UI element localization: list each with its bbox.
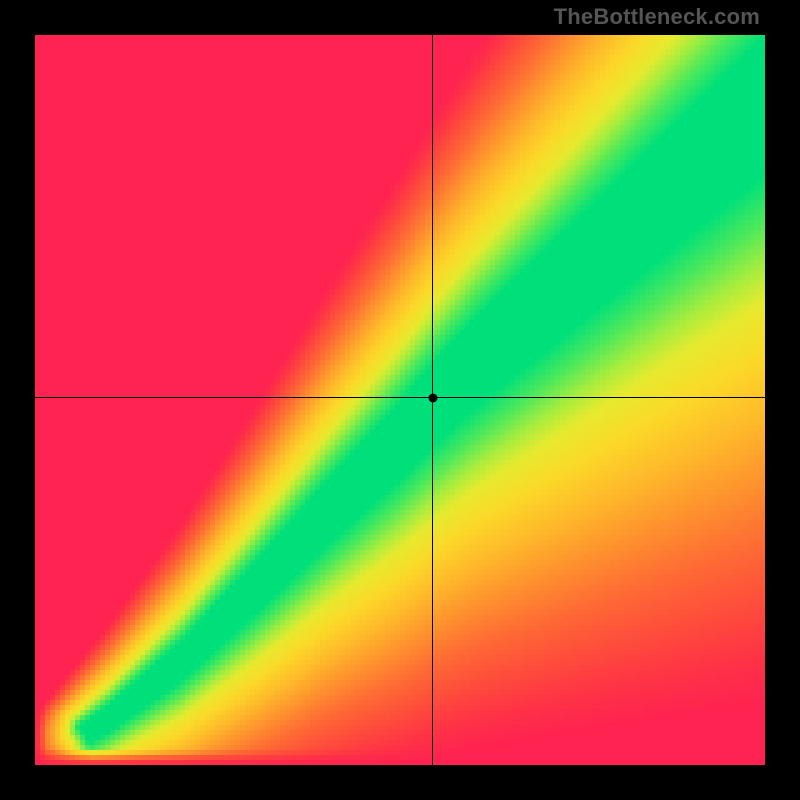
crosshair-marker [428,393,437,402]
heatmap-canvas [35,35,765,765]
crosshair-horizontal [35,397,765,398]
bottleneck-heatmap [35,35,765,765]
watermark-text: TheBottleneck.com [554,4,760,30]
